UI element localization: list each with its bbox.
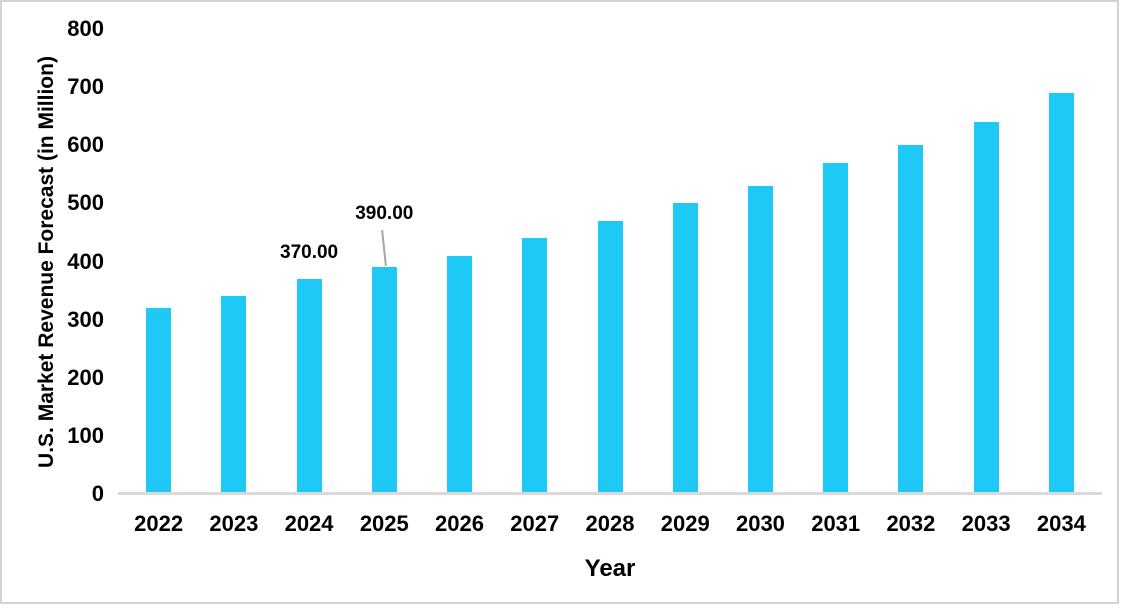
- y-tick-label: 800: [67, 16, 104, 41]
- y-tick-label: 200: [67, 364, 104, 390]
- y-tick-label: 100: [67, 422, 104, 448]
- data-label: 370.00: [280, 241, 339, 263]
- y-tick-label: 0: [91, 481, 104, 506]
- bar-2022: [146, 308, 172, 494]
- x-tick-label: 2026: [435, 511, 484, 536]
- y-tick-label: 600: [67, 132, 104, 158]
- x-tick-label: 2033: [961, 511, 1011, 536]
- x-tick-label: 2022: [134, 511, 184, 536]
- bar-2034: [1048, 92, 1074, 494]
- x-axis-title: Year: [584, 555, 636, 582]
- x-tick-label: 2028: [585, 511, 635, 536]
- y-tick-label: 700: [67, 74, 104, 100]
- x-tick-label: 2031: [811, 511, 861, 536]
- bar-2026: [447, 255, 473, 494]
- bar-2032: [898, 145, 924, 494]
- bar-2025: [371, 267, 397, 494]
- bar-2030: [747, 185, 773, 494]
- y-tick-label: 400: [67, 248, 104, 274]
- chart-frame: [0, 0, 1119, 604]
- x-axis-line: [118, 492, 1102, 495]
- x-tick-label: 2029: [660, 511, 710, 536]
- x-tick-label: 2027: [510, 511, 560, 536]
- bar-2028: [597, 220, 623, 494]
- bar-2027: [522, 238, 548, 494]
- y-tick-label: 300: [67, 306, 104, 332]
- bar-2024: [296, 278, 322, 494]
- bar-2023: [221, 296, 247, 494]
- bar-2029: [672, 203, 698, 494]
- x-tick-label: 2023: [209, 511, 259, 536]
- x-tick-label: 2025: [359, 511, 409, 536]
- x-tick-label: 2032: [886, 511, 936, 536]
- bar-2033: [973, 122, 999, 494]
- x-tick-label: 2034: [1036, 511, 1086, 536]
- data-label: 390.00: [355, 203, 414, 225]
- y-tick-label: 500: [67, 190, 104, 216]
- bar-2031: [823, 162, 849, 494]
- x-tick-label: 2024: [284, 511, 334, 536]
- x-tick-label: 2030: [735, 511, 785, 536]
